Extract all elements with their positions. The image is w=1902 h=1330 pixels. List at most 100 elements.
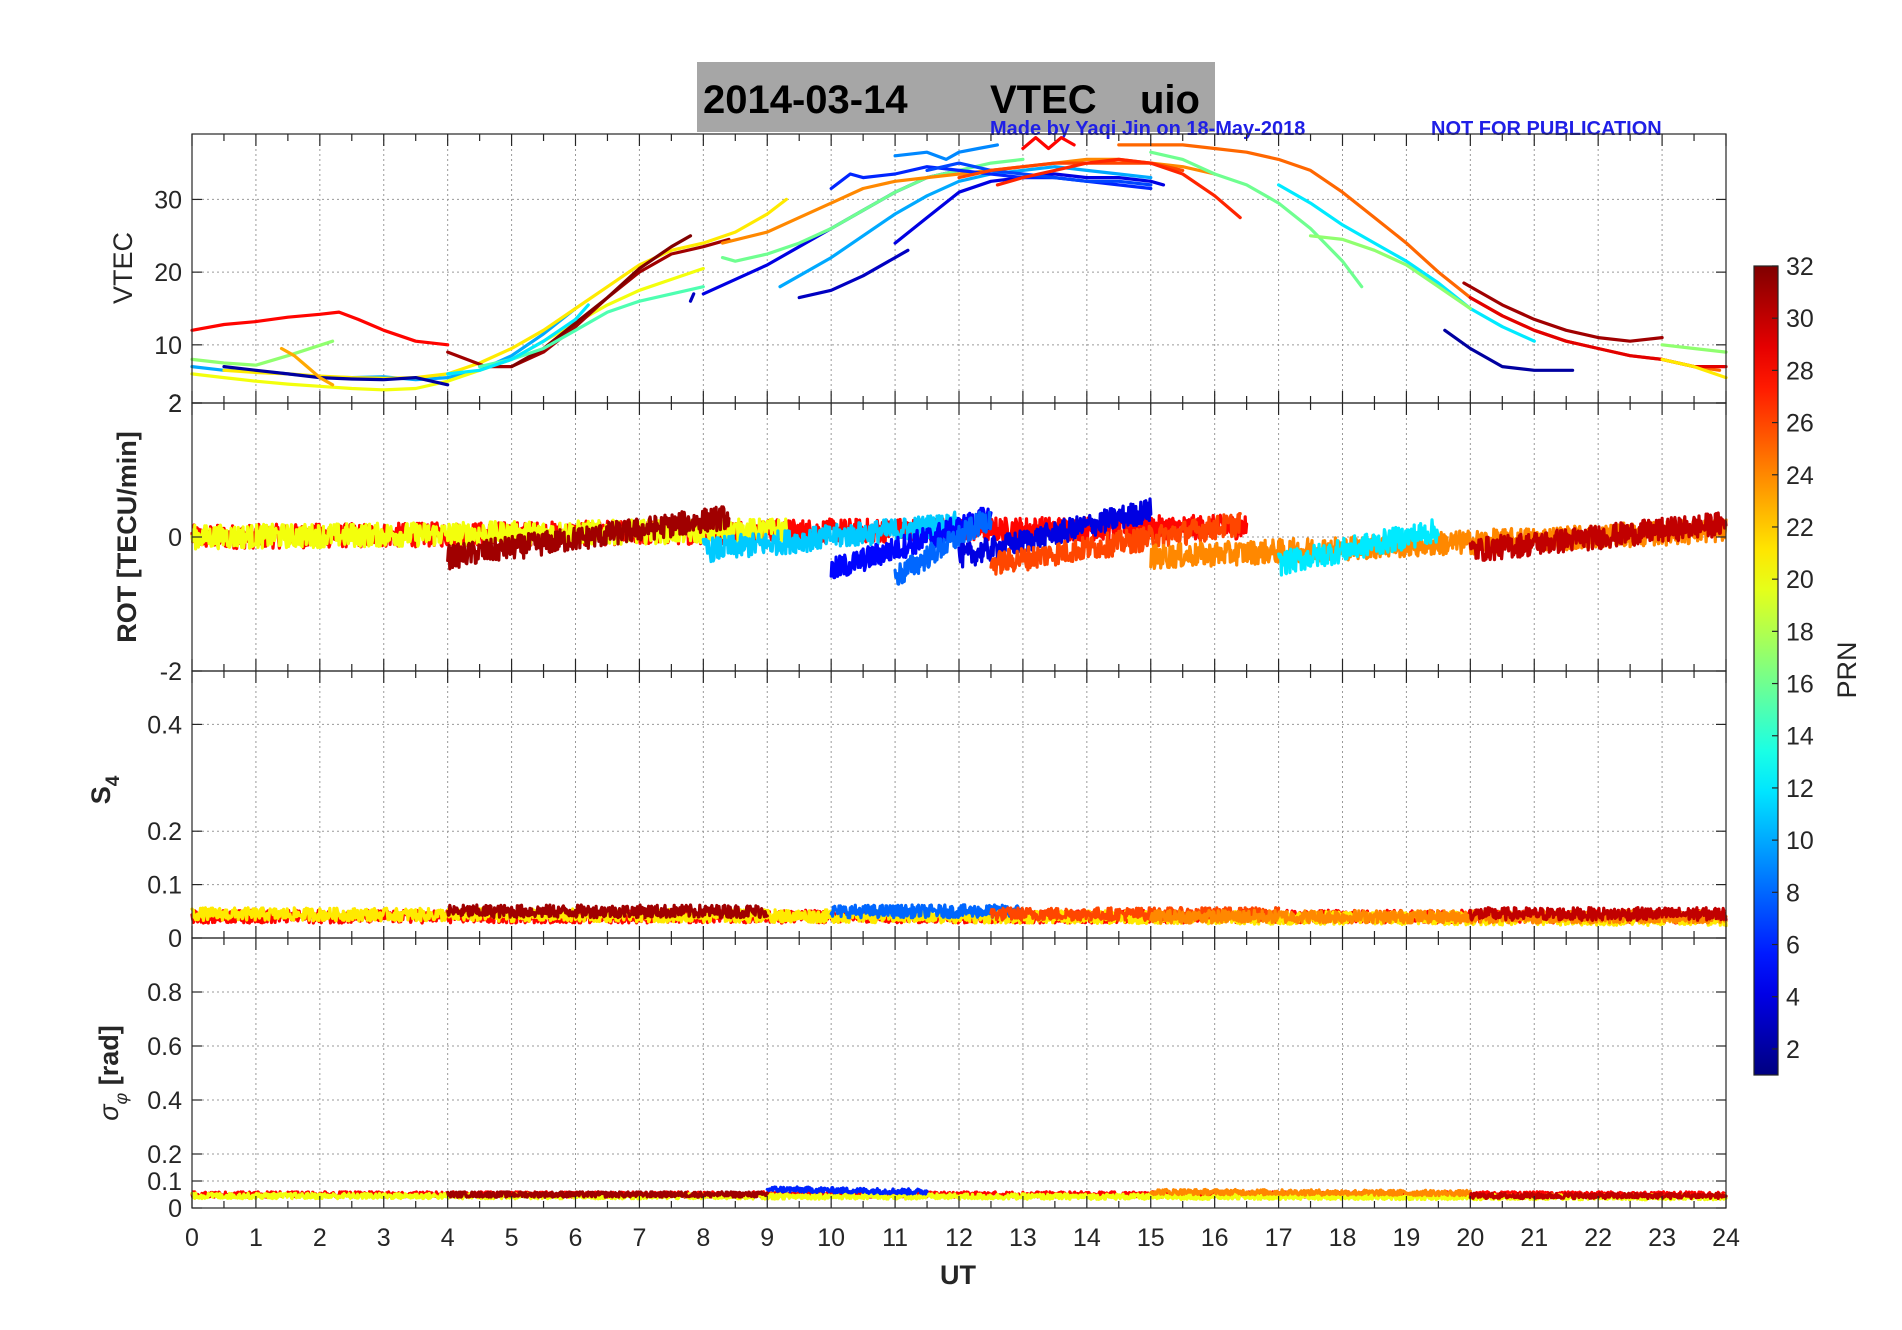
- colorbar-tick-label: 22: [1786, 514, 1814, 542]
- colorbar-tick-label: 4: [1786, 984, 1800, 1012]
- x-tick-label: 11: [882, 1224, 908, 1252]
- series-vtec-prn-12: [1277, 183, 1536, 343]
- colorbar-tick-label: 8: [1786, 879, 1800, 907]
- title-box: [697, 62, 1215, 132]
- credit-author: Made by Yaqi Jin on 18-May-2018: [990, 118, 1305, 140]
- x-tick-label: 19: [1393, 1224, 1421, 1252]
- x-tick-label: 7: [632, 1224, 646, 1252]
- y-tick-label: 0: [168, 524, 182, 552]
- x-tick-label: 24: [1712, 1224, 1740, 1252]
- series-vtec-prn-16: [1149, 150, 1364, 289]
- x-tick-label: 16: [1201, 1224, 1229, 1252]
- colorbar-tick-label: 6: [1786, 932, 1800, 960]
- x-tick-label: 4: [441, 1224, 455, 1252]
- series-vtec-prn-31: [446, 237, 731, 369]
- x-tick-label: 1: [249, 1224, 263, 1252]
- x-tick-label: 5: [505, 1224, 519, 1252]
- x-tick-label: 23: [1648, 1224, 1676, 1252]
- x-tick-label: 6: [569, 1224, 583, 1252]
- series-vtec-prn-16: [720, 157, 1025, 263]
- series-vtec-prn-9: [893, 143, 999, 161]
- colorbar-tick-label: 26: [1786, 410, 1814, 438]
- y-axis-label-vtec: VTEC: [108, 232, 138, 304]
- x-tick-label: 9: [760, 1224, 774, 1252]
- x-tick-label: 18: [1329, 1224, 1357, 1252]
- y-tick-label: 2: [168, 390, 182, 418]
- series-vtec-prn-23: [279, 346, 335, 387]
- series-vtec-prn-20: [190, 266, 705, 392]
- x-tick-label: 2: [313, 1224, 327, 1252]
- x-tick-label: 15: [1137, 1224, 1165, 1252]
- credit-notice: NOT FOR PUBLICATION: [1431, 118, 1662, 140]
- panel-vtec: 2 10 20 30 VTEC: [108, 133, 1728, 418]
- y-tick-label: 0.2: [147, 1141, 182, 1169]
- series-vtec-prn-21: [222, 197, 788, 380]
- y-tick-label: 0: [168, 1195, 182, 1223]
- series-vtec-prn-2: [222, 365, 450, 387]
- colorbar-tick-label: 24: [1786, 462, 1814, 490]
- series-vtec-prn-17: [1660, 343, 1728, 354]
- series-s4-prn-31: [446, 903, 769, 920]
- x-tick-label: 20: [1456, 1224, 1484, 1252]
- series-sigma_phi-prn-6: [765, 1185, 929, 1196]
- y-tick-label: 20: [154, 259, 182, 287]
- y-tick-label: 0.2: [147, 818, 182, 846]
- panel-s4: 0 0.1 0.2 0.4 S4: [86, 670, 1728, 953]
- colorbar-tick-label: 30: [1786, 305, 1814, 333]
- series-sigma_phi-prn-31: [446, 1190, 769, 1199]
- series-rot-prn-26: [989, 512, 1242, 576]
- colorbar-tick-label: 12: [1786, 775, 1814, 803]
- series-vtec-prn-28: [190, 310, 450, 347]
- series-vtec-prn-28: [1021, 136, 1076, 151]
- series-rot-prn-12: [1277, 518, 1440, 577]
- series-vtec-prn-21: [1660, 357, 1728, 380]
- colorbar-tick-label: 18: [1786, 618, 1814, 646]
- y-tick-label: 0.6: [147, 1033, 182, 1061]
- series-s4-prn-26: [989, 906, 1281, 922]
- x-axis-label: UT: [940, 1260, 976, 1290]
- series-vtec-prn-7: [925, 161, 1153, 187]
- x-tick-label: 13: [1009, 1224, 1037, 1252]
- series-vtec-prn-17: [1308, 234, 1472, 311]
- y-tick-label: 0.4: [147, 1087, 182, 1115]
- colorbar-tick-label: 16: [1786, 671, 1814, 699]
- series-rot-prn-8: [893, 510, 993, 586]
- title-station: uio: [1140, 78, 1200, 122]
- y-tick-label: 0.8: [147, 979, 182, 1007]
- y-tick-label: 0.1: [147, 872, 182, 900]
- series-rot-prn-31: [446, 505, 731, 571]
- y-tick-label: 0.4: [147, 711, 182, 739]
- series-vtec-prn-27: [995, 157, 1242, 220]
- series-rot-prn-30: [1468, 511, 1728, 562]
- x-tick-label: 10: [817, 1224, 845, 1252]
- series-vtec-prn-31: [1462, 281, 1664, 343]
- panel-sigma_phi: 00.10.2 0.4 0.6 0.8 σφ [rad]: [94, 937, 1728, 1223]
- y-axis-label-sigma_phi: σφ [rad]: [94, 1025, 131, 1121]
- colorbar-tick-label: 32: [1786, 253, 1814, 281]
- colorbar-gradient: [1753, 265, 1779, 1076]
- series-rot-prn-4: [957, 497, 1153, 569]
- series-vtec-prn-10: [778, 165, 1153, 289]
- x-tick-label: 12: [945, 1224, 973, 1252]
- series-vtec-prn-25: [1117, 143, 1722, 372]
- colorbar-tick-label: 14: [1786, 723, 1814, 751]
- series-rot-prn-24: [1149, 517, 1728, 570]
- y-tick-label: 30: [154, 186, 182, 214]
- series-vtec-prn-17: [190, 339, 335, 367]
- y-tick-label: 0: [168, 925, 182, 953]
- x-tick-label: 21: [1520, 1224, 1548, 1252]
- x-tick-label: 8: [696, 1224, 710, 1252]
- y-axis-label-s4: S4: [86, 775, 124, 804]
- panel-rot: -2 0 2 ROT [TECU/min]: [112, 390, 1728, 686]
- colorbar-tick-label: 28: [1786, 357, 1814, 385]
- x-tick-label: 17: [1265, 1224, 1293, 1252]
- series-rot-prn-11: [701, 510, 961, 564]
- series-vtec-prn-3: [797, 248, 910, 300]
- y-axis-label-rot: ROT [TECU/min]: [112, 431, 142, 642]
- x-tick-label: 0: [185, 1224, 199, 1252]
- series-vtec-prn-3: [688, 292, 696, 303]
- x-tick-labels: 0 1 2 3 4 5 6 7 8 9 10 11 12 13 14 15 16 17 18 19 20 21 22 23 24: [185, 1224, 1740, 1252]
- colorbar-label: PRN: [1832, 641, 1862, 698]
